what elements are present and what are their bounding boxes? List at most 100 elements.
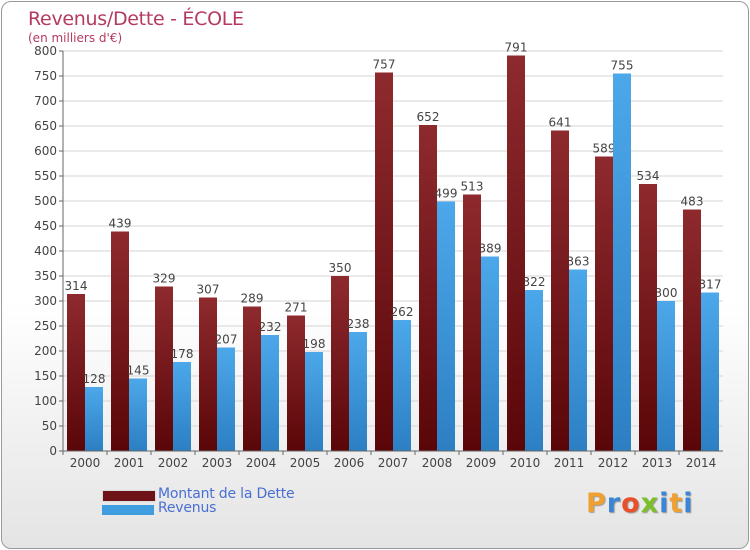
y-tick-label: 500 (34, 194, 57, 208)
debt-value-label: 307 (197, 283, 220, 297)
debt-value-label: 534 (637, 169, 660, 183)
revenue-bar (481, 256, 499, 451)
revenue-value-label: 128 (83, 372, 106, 386)
debt-bar (683, 209, 701, 451)
x-axis: 2000 2001 2002 2003 2004 2005 2006 2007 2008 2009… (62, 451, 717, 470)
debt-value-label: 483 (681, 195, 704, 209)
debt-bar (199, 297, 217, 451)
revenue-value-label: 262 (391, 305, 414, 319)
legend-swatch-revenue (102, 505, 154, 515)
y-tick-label: 700 (34, 94, 57, 108)
y-tick-label: 400 (34, 244, 57, 258)
y-tick-label: 250 (34, 319, 57, 333)
revenue-bar (393, 320, 411, 451)
revenue-bar (217, 347, 235, 451)
x-tick-label: 2010 (510, 456, 541, 470)
debt-value-label: 652 (417, 110, 440, 124)
revenue-bar (701, 292, 719, 451)
revenue-bar (437, 201, 455, 451)
x-tick-label: 2003 (202, 456, 233, 470)
debt-bar (375, 72, 393, 451)
logo-letter: i (659, 488, 670, 519)
x-tick-label: 2011 (554, 456, 585, 470)
logo-letter: r (606, 488, 622, 519)
revenue-value-label: 238 (347, 317, 370, 331)
y-tick-label: 100 (34, 394, 57, 408)
debt-value-label: 314 (65, 279, 88, 293)
revenue-bar (569, 269, 587, 451)
debt-value-label: 289 (241, 292, 264, 306)
y-axis: 0 50 100 150 200 250 300 350 400 450 500 550 600 650 7… (34, 44, 63, 458)
revenue-bar (173, 362, 191, 451)
debt-bar (155, 286, 173, 451)
revenue-value-label: 207 (215, 333, 238, 347)
x-tick-label: 2013 (642, 456, 673, 470)
y-tick-label: 200 (34, 344, 57, 358)
debt-bar (419, 125, 437, 451)
revenue-value-label: 300 (655, 286, 678, 300)
debt-bar (639, 184, 657, 451)
debt-value-label: 350 (329, 261, 352, 275)
debt-bar (331, 276, 349, 451)
revenue-value-label: 322 (523, 275, 546, 289)
legend-label-revenue: Revenus (158, 500, 217, 516)
debt-value-label: 791 (505, 41, 528, 55)
y-tick-label: 550 (34, 169, 57, 183)
logo-letter: i (683, 488, 694, 519)
y-tick-label: 600 (34, 144, 57, 158)
revenue-value-label: 178 (171, 347, 194, 361)
debt-value-label: 513 (461, 180, 484, 194)
debt-value-label: 439 (109, 217, 132, 231)
debt-bar (67, 294, 85, 451)
logo-letter: t (669, 488, 684, 519)
y-tick-label: 450 (34, 219, 57, 233)
y-tick-label: 300 (34, 294, 57, 308)
x-tick-label: 2005 (290, 456, 321, 470)
revenue-bar (349, 332, 367, 451)
y-tick-label: 50 (42, 419, 57, 433)
revenue-value-label: 389 (479, 242, 502, 256)
legend-label-debt: Montant de la Dette (158, 486, 295, 502)
revenue-value-label: 363 (567, 255, 590, 269)
revenue-bar (85, 387, 103, 451)
debt-bar (507, 55, 525, 451)
revenue-bar (657, 301, 675, 451)
x-tick-label: 2014 (686, 456, 717, 470)
x-tick-label: 2009 (466, 456, 497, 470)
debt-bar (243, 306, 261, 451)
y-tick-label: 750 (34, 69, 57, 83)
x-tick-label: 2006 (334, 456, 365, 470)
debt-value-label: 757 (373, 58, 396, 72)
x-tick-label: 2002 (158, 456, 189, 470)
x-tick-label: 2001 (114, 456, 145, 470)
chart-subtitle: (en milliers d'€) (28, 31, 123, 45)
x-tick-label: 2012 (598, 456, 629, 470)
y-tick-label: 800 (34, 44, 57, 58)
logo-letter: o (621, 488, 641, 519)
revenue-bar (129, 378, 147, 451)
revenue-value-label: 198 (303, 337, 326, 351)
x-tick-label: 2007 (378, 456, 409, 470)
debt-value-label: 329 (153, 272, 176, 286)
proxiti-logo: Proxiti (586, 488, 694, 519)
logo-letter: x (640, 488, 660, 519)
revenue-value-label: 499 (435, 187, 458, 201)
y-tick-label: 150 (34, 369, 57, 383)
revenue-value-label: 145 (127, 364, 150, 378)
debt-value-label: 641 (549, 116, 572, 130)
revenue-bar (525, 290, 543, 451)
debt-value-label: 271 (285, 301, 308, 315)
revenue-bar (613, 73, 631, 451)
debt-bar (287, 315, 305, 451)
revenue-bar (305, 352, 323, 451)
debt-bar (111, 231, 129, 451)
y-tick-label: 350 (34, 269, 57, 283)
y-tick-label: 650 (34, 119, 57, 133)
y-tick-label: 0 (49, 444, 57, 458)
x-tick-label: 2008 (422, 456, 453, 470)
revenue-value-label: 755 (611, 59, 634, 73)
revenue-value-label: 232 (259, 320, 282, 334)
revenue-value-label: 317 (699, 278, 722, 292)
